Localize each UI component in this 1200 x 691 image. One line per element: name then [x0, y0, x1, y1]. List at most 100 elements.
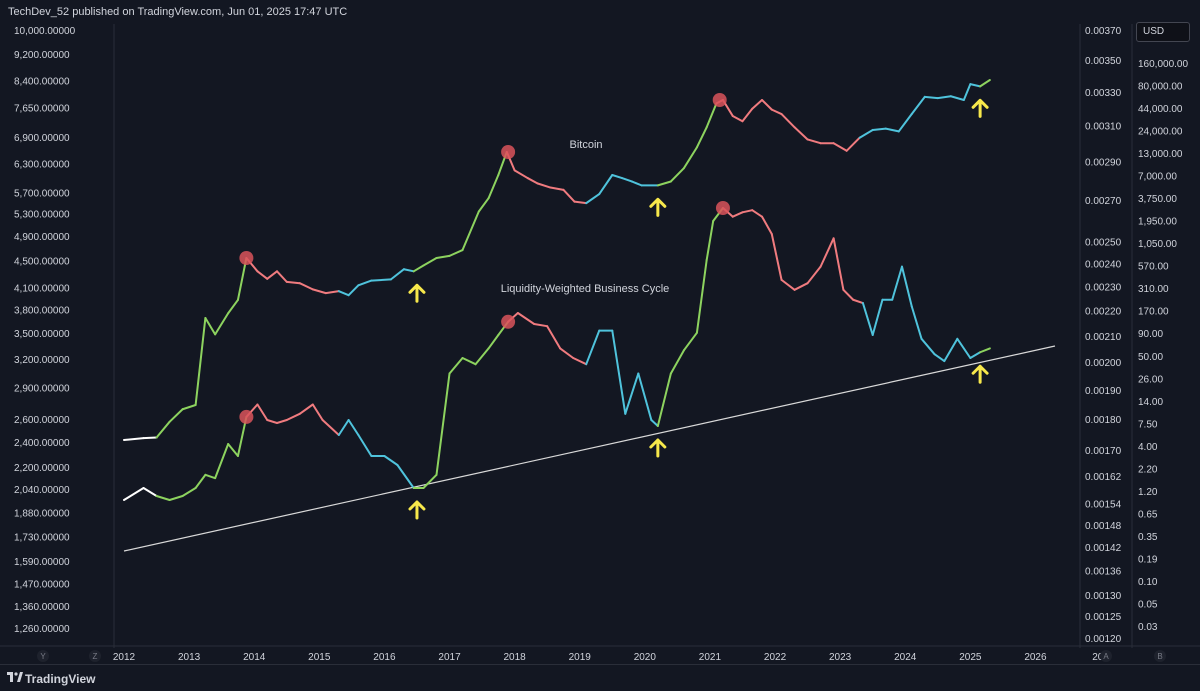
- bitcoin-line-segment: [448, 249, 464, 257]
- bitcoin-line-segment: [630, 180, 643, 187]
- left-axis-tick-label: 2,600.00000: [14, 415, 70, 426]
- business-cycle-line-segment: [194, 473, 207, 489]
- right-axis-tick-label: 170.00: [1138, 307, 1169, 318]
- business-cycle-line-segment: [806, 265, 822, 285]
- series-layer: [123, 79, 991, 501]
- bitcoin-line-segment: [598, 174, 614, 196]
- bitcoin-line-segment: [357, 279, 373, 287]
- svg-text:B: B: [1157, 652, 1162, 661]
- currency-badge[interactable]: USD: [1136, 22, 1190, 42]
- right-axis-tick-label: 2.20: [1138, 464, 1158, 475]
- time-axis[interactable]: 2012 2013 2014 2015 2016 2017 2018 2019 2020 2021…: [113, 652, 1109, 663]
- bottom-arrow: [971, 98, 989, 118]
- left-axis-tick-label: 5,700.00000: [14, 188, 70, 199]
- right-axis-tick-label: 160,000.00: [1138, 59, 1188, 70]
- right-axis-tick-label: 0.35: [1138, 532, 1158, 543]
- bitcoin-line-segment: [266, 270, 278, 280]
- business-cycle-line-segment: [624, 372, 640, 415]
- axis-button-z[interactable]: Z: [89, 650, 101, 662]
- bitcoin-line-segment: [194, 317, 207, 406]
- bitcoin-line-segment: [275, 270, 288, 283]
- tradingview-brand[interactable]: TradingView: [25, 672, 96, 686]
- business-cycle-line-segment: [969, 351, 982, 359]
- left-axis-tick-label: 3,200.00000: [14, 355, 70, 366]
- support-trendline: [123, 345, 1056, 552]
- chart-canvas[interactable]: 10,000.00000 9,200.00000 8,400.00000 7,650.…: [0, 0, 1200, 664]
- bitcoin-line-segment: [741, 107, 754, 123]
- business-cycle-line-segment: [611, 329, 627, 415]
- right-axis-tick-label: 90.00: [1138, 329, 1163, 340]
- bitcoin-line-segment: [858, 128, 874, 139]
- business-cycle-line-segment: [780, 278, 796, 291]
- left-axis-tick-label: 1,590.00000: [14, 557, 70, 568]
- business-cycle-line-segment: [214, 443, 230, 480]
- business-cycle-line-segment: [650, 419, 659, 427]
- axis-button-a[interactable]: A: [1100, 650, 1112, 662]
- business-cycle-line-segment: [298, 403, 314, 415]
- bitcoin-line-segment: [979, 79, 991, 88]
- bitcoin-line-segment: [962, 83, 972, 101]
- business-cycle-line-segment: [956, 337, 972, 359]
- bitcoin-line-segment: [682, 146, 698, 170]
- arrow-layer: [408, 98, 989, 520]
- right-price-axis[interactable]: 160,000.00 80,000.00 44,000.00 24,000.00 13,…: [1138, 59, 1188, 633]
- tradingview-logo-icon[interactable]: [7, 671, 23, 685]
- left-axis-tick-label: 1,470.00000: [14, 579, 70, 590]
- business-cycle-line-segment: [695, 259, 708, 334]
- right-axis-tick-label: 24,000.00: [1138, 127, 1183, 138]
- middle-axis-tick-label: 0.00330: [1085, 88, 1122, 99]
- middle-axis-tick-label: 0.00350: [1085, 56, 1122, 67]
- bitcoin-line-segment: [155, 420, 171, 439]
- bottom-arrow: [408, 500, 426, 520]
- business-cycle-line-segment: [256, 403, 269, 421]
- left-price-axis[interactable]: 10,000.00000 9,200.00000 8,400.00000 7,650.…: [14, 26, 76, 635]
- peak-marker: [239, 251, 254, 265]
- annotation-business-cycle: Liquidity-Weighted Business Cycle: [501, 283, 670, 295]
- axis-button-y[interactable]: Y: [37, 650, 49, 662]
- middle-axis-tick-label: 0.00240: [1085, 260, 1122, 271]
- business-cycle-line-segment: [559, 347, 575, 359]
- time-axis-tick-label: 2022: [764, 652, 787, 663]
- bitcoin-line-segment: [285, 280, 301, 285]
- bitcoin-line-segment: [562, 188, 576, 203]
- business-cycle-line-segment: [204, 473, 217, 480]
- business-cycle-line-segment: [900, 265, 913, 308]
- business-cycle-line-segment: [943, 337, 959, 363]
- bottom-arrow: [649, 197, 667, 217]
- left-axis-tick-label: 1,260.00000: [14, 624, 70, 635]
- middle-axis-tick-label: 0.00162: [1085, 472, 1122, 483]
- bitcoin-line-segment: [621, 177, 633, 183]
- right-axis-tick-label: 3,750.00: [1138, 194, 1177, 205]
- right-axis-tick-label: 0.05: [1138, 599, 1158, 610]
- business-cycle-line-segment: [337, 419, 350, 436]
- business-cycle-line-segment: [741, 209, 754, 214]
- publish-info-text: TechDev_52 published on TradingView.com,…: [8, 6, 348, 18]
- business-cycle-line-segment: [461, 357, 477, 366]
- time-axis-tick-label: 2020: [634, 652, 657, 663]
- business-cycle-line-segment: [422, 473, 438, 489]
- middle-axis-tick-label: 0.00142: [1085, 543, 1122, 554]
- right-axis-tick-label: 1,950.00: [1138, 217, 1177, 228]
- bitcoin-line-segment: [536, 182, 552, 189]
- business-cycle-line-segment: [311, 403, 324, 421]
- bitcoin-line-segment: [695, 126, 708, 149]
- bitcoin-line-segment: [236, 257, 248, 301]
- right-axis-tick-label: 50.00: [1138, 352, 1163, 363]
- bitcoin-line-segment: [389, 268, 405, 281]
- time-axis-tick-label: 2013: [178, 652, 201, 663]
- middle-axis-tick-label: 0.00270: [1085, 196, 1122, 207]
- left-axis-tick-label: 9,200.00000: [14, 50, 70, 61]
- business-cycle-line-segment: [793, 282, 809, 291]
- bottom-arrow: [649, 438, 667, 458]
- axis-button-b[interactable]: B: [1154, 650, 1166, 662]
- middle-axis-tick-label: 0.00130: [1085, 591, 1122, 602]
- right-axis-tick-label: 80,000.00: [1138, 82, 1183, 93]
- business-cycle-line-segment: [347, 419, 360, 436]
- business-cycle-line-segment: [842, 288, 855, 301]
- middle-price-axis[interactable]: 0.00370 0.00350 0.00330 0.00310 0.00290 0.002…: [1085, 26, 1122, 645]
- bitcoin-line-segment: [770, 108, 783, 116]
- business-cycle-line-segment: [487, 334, 500, 350]
- bitcoin-line-segment: [337, 290, 350, 297]
- peak-marker: [501, 145, 516, 159]
- left-axis-tick-label: 10,000.00000: [14, 26, 76, 37]
